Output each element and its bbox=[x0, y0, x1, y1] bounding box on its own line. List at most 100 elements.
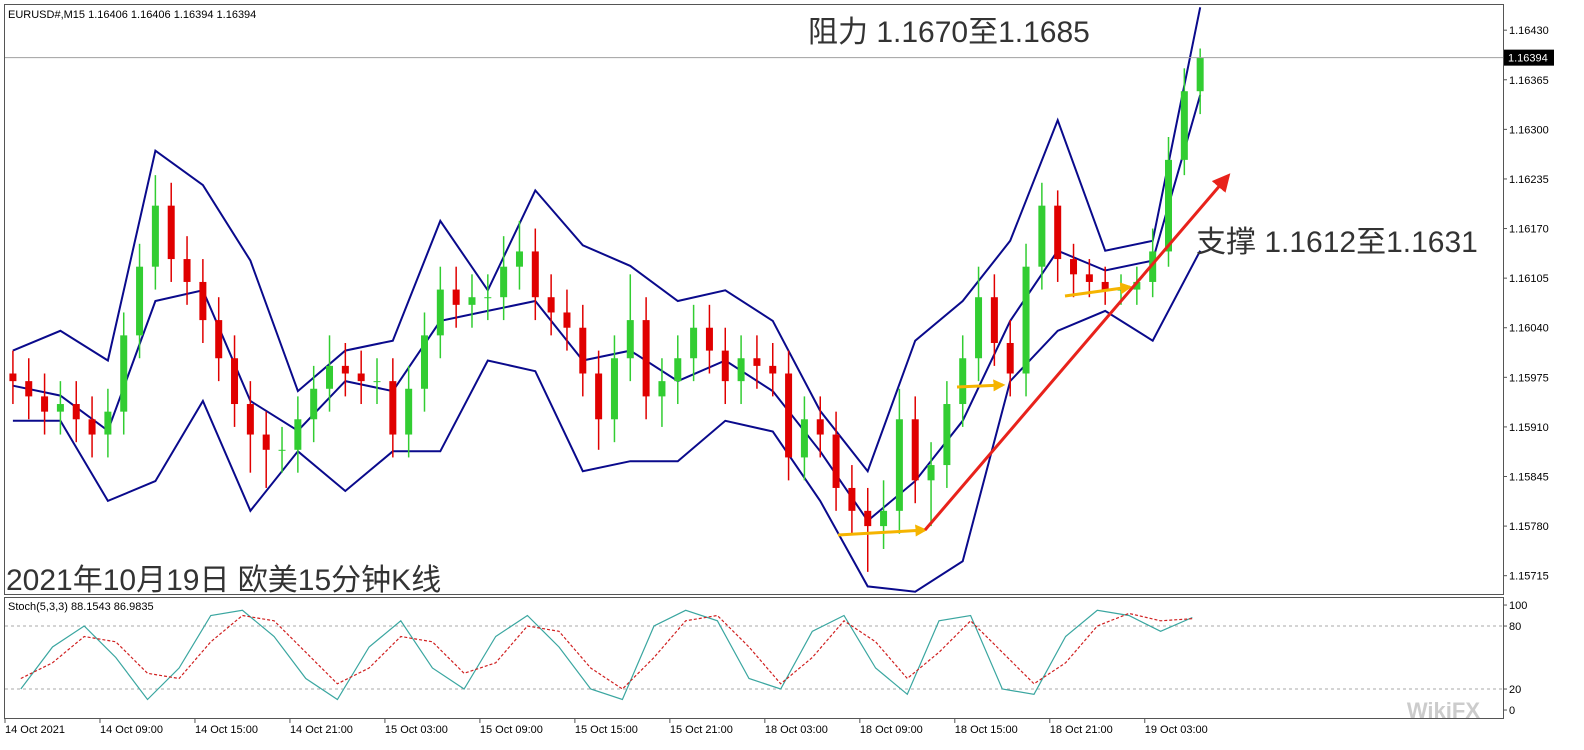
candle-body bbox=[1101, 281, 1109, 290]
candle-body bbox=[436, 289, 444, 336]
candle-body bbox=[1070, 259, 1078, 275]
candle-body bbox=[1180, 91, 1188, 160]
arrow bbox=[956, 379, 1006, 392]
y-tick-label: 1.15715 bbox=[1509, 571, 1549, 583]
candle-body bbox=[674, 358, 682, 382]
last-price-label: 1.16394 bbox=[1508, 53, 1548, 65]
candle-body bbox=[1022, 266, 1030, 374]
candle-body bbox=[136, 266, 144, 336]
candle-body bbox=[452, 289, 460, 305]
bollinger-band bbox=[12, 7, 1202, 474]
candle-body bbox=[294, 419, 302, 450]
candle-body bbox=[975, 297, 983, 359]
candle-body bbox=[943, 404, 951, 466]
annotation: 支撑 1.1612至1.1631 bbox=[1196, 226, 1478, 259]
candle-body bbox=[262, 434, 270, 450]
y-tick-label: 20 bbox=[1509, 684, 1521, 696]
arrow bbox=[923, 173, 1231, 531]
y-tick-label: 1.16430 bbox=[1509, 25, 1549, 37]
y-tick-label: 0 bbox=[1509, 705, 1515, 717]
y-tick-label: 1.15975 bbox=[1509, 372, 1549, 384]
y-tick-label: 1.15845 bbox=[1509, 472, 1549, 484]
candle-body bbox=[769, 365, 777, 374]
candle-body bbox=[880, 510, 888, 527]
x-tick-label: 14 Oct 15:00 bbox=[195, 724, 258, 736]
stoch-line bbox=[20, 612, 1193, 690]
candle-body bbox=[547, 297, 555, 313]
candle-body bbox=[310, 388, 318, 420]
candle-body bbox=[246, 404, 254, 435]
candle-body bbox=[357, 373, 365, 382]
last-price-box bbox=[1504, 49, 1554, 66]
bollinger-band bbox=[12, 250, 1202, 593]
candle-body bbox=[231, 358, 239, 405]
candle-body bbox=[531, 251, 539, 298]
candle-body bbox=[484, 297, 492, 299]
x-tick-label: 18 Oct 21:00 bbox=[1050, 724, 1113, 736]
y-tick-label: 1.16235 bbox=[1509, 174, 1549, 186]
candle-body bbox=[341, 365, 349, 374]
candle-body bbox=[816, 419, 824, 435]
candle-body bbox=[563, 312, 571, 328]
candle-body bbox=[389, 381, 397, 435]
stoch-panel bbox=[4, 597, 1504, 719]
y-tick-label: 80 bbox=[1509, 621, 1521, 633]
candle-body bbox=[737, 358, 745, 382]
x-tick-label: 18 Oct 03:00 bbox=[765, 724, 828, 736]
candle-body bbox=[927, 465, 935, 481]
candle-body bbox=[56, 404, 64, 412]
candle-body bbox=[705, 327, 713, 351]
arrow bbox=[1064, 282, 1133, 298]
arrow bbox=[837, 524, 928, 537]
candle-body bbox=[990, 297, 998, 343]
chart-title: EURUSD#,M15 1.16406 1.16406 1.16394 1.16… bbox=[8, 9, 256, 21]
candle-body bbox=[405, 388, 413, 435]
candle-body bbox=[468, 297, 476, 305]
candle-body bbox=[326, 365, 334, 389]
candle-body bbox=[721, 350, 729, 382]
candle-body bbox=[579, 327, 587, 374]
candle-body bbox=[911, 419, 919, 481]
x-tick-label: 15 Oct 09:00 bbox=[480, 724, 543, 736]
candle-body bbox=[959, 358, 967, 405]
candle-body bbox=[1038, 205, 1046, 267]
candle-body bbox=[215, 320, 223, 359]
candle-body bbox=[1054, 205, 1062, 260]
candle-body bbox=[167, 205, 175, 260]
stoch-title: Stoch(5,3,3) 88.1543 86.9835 bbox=[8, 601, 154, 613]
candle-body bbox=[642, 320, 650, 397]
candle-body bbox=[1133, 281, 1141, 290]
stoch-line bbox=[20, 609, 1193, 701]
candle-body bbox=[626, 320, 634, 359]
watermark: WikiFX bbox=[1407, 698, 1480, 723]
y-tick-label: 1.15910 bbox=[1509, 422, 1549, 434]
annotation: 2021年10月19日 欧美15分钟K线 bbox=[6, 564, 441, 597]
y-tick-label: 1.16040 bbox=[1509, 323, 1549, 335]
candle-body bbox=[373, 381, 381, 383]
candle-body bbox=[151, 205, 159, 267]
candle-body bbox=[9, 373, 17, 382]
candle-body bbox=[800, 419, 808, 458]
candle-body bbox=[1165, 159, 1173, 252]
candle-body bbox=[753, 358, 761, 366]
candle-body bbox=[500, 266, 508, 298]
candle-body bbox=[864, 510, 872, 527]
x-tick-label: 14 Oct 21:00 bbox=[290, 724, 353, 736]
candle-body bbox=[1085, 274, 1093, 282]
candle-body bbox=[1149, 251, 1157, 282]
candle-body bbox=[610, 358, 618, 420]
y-tick-label: 1.16105 bbox=[1509, 273, 1549, 285]
candle-body bbox=[278, 449, 286, 451]
x-tick-label: 18 Oct 09:00 bbox=[860, 724, 923, 736]
candle-body bbox=[183, 259, 191, 282]
x-tick-label: 15 Oct 21:00 bbox=[670, 724, 733, 736]
candle-body bbox=[88, 419, 96, 435]
candle-body bbox=[690, 327, 698, 359]
x-tick-label: 15 Oct 15:00 bbox=[575, 724, 638, 736]
candle-body bbox=[515, 251, 523, 267]
candle-body bbox=[848, 487, 856, 511]
y-tick-label: 1.16365 bbox=[1509, 75, 1549, 87]
candle-body bbox=[895, 419, 903, 511]
